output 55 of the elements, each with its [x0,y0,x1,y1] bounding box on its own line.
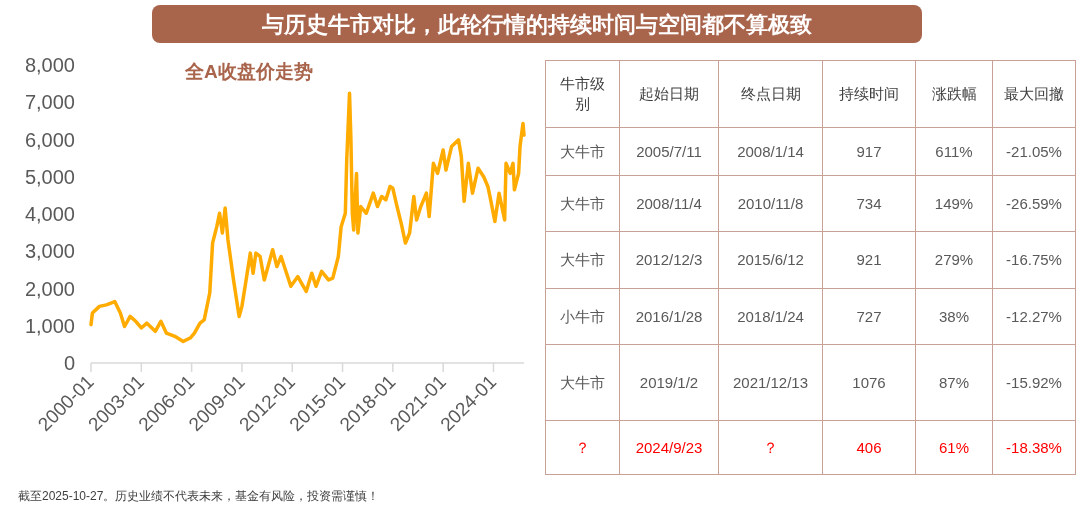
text: 2016/1/28 [635,307,703,325]
text: 87% [938,373,970,391]
category-label: 起始日期 [619,60,719,128]
text: -15.92% [1006,373,1062,391]
text: 917 [856,142,882,160]
y-tick-label: 3,000 [24,240,75,263]
text: 611% [935,142,973,160]
text: 2018/1/24 [737,307,804,325]
category-label: 最大回撤 [992,60,1076,128]
text: 大牛市 [560,142,605,160]
text: -26.59% [1006,194,1062,212]
text: 大牛市 [560,251,605,268]
chart-title: 与历史牛市对比，此轮行情的持续时间与空间都不算极致 [261,12,812,37]
text: 2021/12/13 [732,373,809,391]
category-label: 持续时间 [822,60,916,128]
text: ？ [763,438,778,456]
text: -21.05% [1006,142,1062,160]
y-tick-label: 5,000 [24,165,75,188]
text: 149% [934,194,974,212]
text: 1076 [852,373,886,391]
text: 406 [856,438,882,456]
text: 截至2025-10-27。历史业绩不代表未来，基金有风险，投资需谨慎！ [18,489,380,503]
y-tick-label: 8,000 [24,54,75,76]
y-tick-label: 4,000 [24,203,75,225]
text: 2008/1/14 [737,142,804,160]
text: 2008/11/4 [636,194,702,212]
category-label: 涨跌幅 [915,60,993,128]
y-tick-label: 7,000 [24,91,75,114]
y-tick-label: 1,000 [24,314,75,337]
text: 小牛市 [560,307,605,325]
line-series [89,91,526,344]
y-tick-label: 0 [63,352,75,374]
category-label: 牛市级别 [545,60,620,128]
y-tick-label: 6,000 [24,128,75,151]
text: 2005/7/11 [636,142,702,160]
text: 大牛市 [560,194,605,212]
text: 大牛市 [560,373,605,391]
category-label: 终点日期 [718,60,823,128]
text: 279% [934,251,974,268]
text: 2019/1/2 [639,373,699,391]
text: 61% [938,438,970,456]
text: 734 [856,194,882,212]
text: 921 [856,251,882,268]
text: 2024/9/23 [635,438,703,456]
y-tick-label: 2,000 [24,277,75,300]
text: 38% [938,307,970,325]
text: -18.38% [1006,438,1062,456]
text: 2010/11/8 [737,194,804,212]
text: -16.75% [1006,251,1062,268]
chart-subtitle: 全A收盘价走势 [184,61,313,82]
text: 2012/12/3 [635,251,703,268]
text: -12.27% [1006,307,1062,325]
text: 2015/6/12 [737,251,804,268]
text: ？ [575,438,590,456]
text: 727 [856,307,882,325]
